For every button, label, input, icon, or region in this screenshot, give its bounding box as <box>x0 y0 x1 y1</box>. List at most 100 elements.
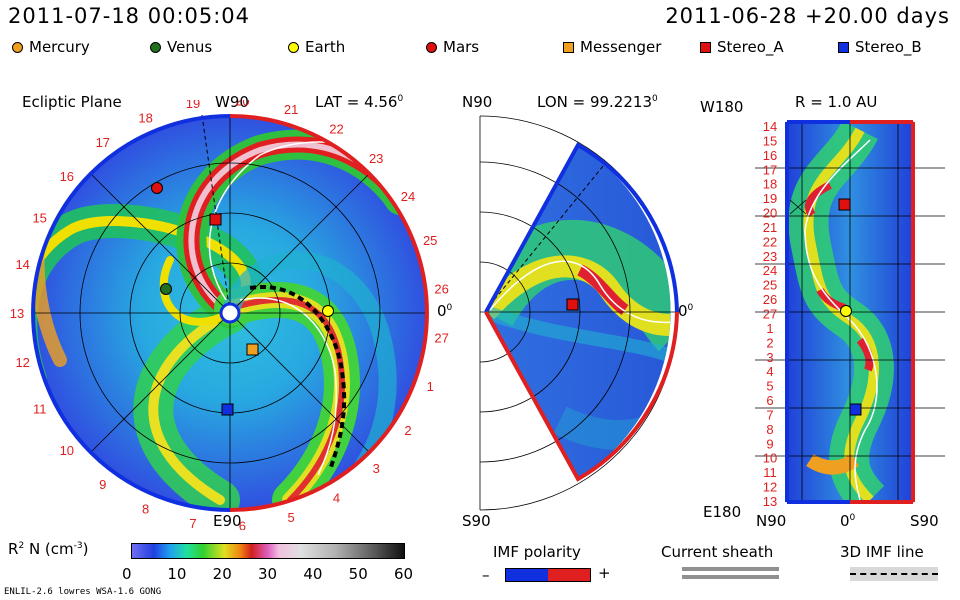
carrington-label: 5 <box>287 510 294 525</box>
current-time: 2011-07-18 00:05:04 <box>8 4 251 28</box>
colorbar-label: R2 N (cm-3) <box>8 540 89 558</box>
carrington-label: 23 <box>369 151 383 166</box>
carrington-label: 22 <box>329 122 343 137</box>
ecliptic-plane: 19 20212223242526271234567891011121314151… <box>10 100 449 530</box>
radial-row-label: 17 <box>763 162 777 177</box>
colorbar-tick-label: 0 <box>122 565 132 583</box>
radial-row-label: 2 <box>766 335 773 350</box>
carrington-label: 26 <box>434 281 448 296</box>
ecliptic-top-label: W90 <box>215 93 249 111</box>
radial-row-label: 26 <box>763 292 777 307</box>
stereo-b-marker-icon <box>221 403 234 416</box>
radial-zero: 00 <box>840 512 856 530</box>
radial-top-label: W180 <box>700 98 744 116</box>
radial-row-label: 6 <box>766 393 773 408</box>
carrington-label: 27 <box>434 331 448 346</box>
carrington-label: 12 <box>15 355 29 370</box>
imf-polarity-bar <box>505 568 591 582</box>
radial-row-label: 3 <box>766 350 773 365</box>
earth-marker-icon <box>288 41 299 53</box>
radial-row-label: 27 <box>763 307 777 322</box>
legend-stereo-b: Stereo_B <box>838 38 922 56</box>
carrington-label: 8 <box>142 502 149 517</box>
lat-readout: LAT = 4.560 <box>315 93 404 111</box>
carrington-label: 7 <box>189 516 196 530</box>
stereo-a-marker-icon <box>209 213 222 226</box>
mars-marker-icon <box>426 41 437 53</box>
colorbar-tick-label: 50 <box>348 565 368 583</box>
carrington-label: 6 <box>239 519 246 530</box>
stereo-b-marker-icon <box>849 403 862 416</box>
radial-row-label: 21 <box>763 220 777 235</box>
radial-n90: N90 <box>756 512 787 530</box>
run-info: 2011-06-28 +20.00 days <box>665 4 950 28</box>
colorbar-tick-label: 40 <box>303 565 323 583</box>
colorbar-tick-label: 30 <box>258 565 278 583</box>
carrington-label: 9 <box>99 477 106 492</box>
radial-row-label: 19 <box>763 191 777 206</box>
legend-venus: Venus <box>150 38 212 56</box>
venus-marker-icon <box>160 283 172 295</box>
carrington-label: 1 <box>427 379 434 394</box>
radial-row-label: 4 <box>766 364 773 379</box>
radial-row-label: 11 <box>763 465 777 480</box>
carrington-label: 11 <box>33 402 47 417</box>
carrington-label: 17 <box>96 135 110 150</box>
carrington-label: 15 <box>32 210 46 225</box>
carrington-label: 19 <box>186 100 200 111</box>
current-sheath-swatch <box>682 567 779 571</box>
carrington-label: 2 <box>404 423 411 438</box>
radial-row-label: 24 <box>763 263 777 278</box>
ecliptic-right-label: 00 <box>437 302 453 320</box>
earth-marker-icon <box>322 305 334 317</box>
stereo-a-marker-icon <box>700 41 711 53</box>
radial-row-label: 7 <box>766 408 773 423</box>
polarity-minus: – <box>482 566 490 584</box>
meridional-top-label: N90 <box>462 93 493 111</box>
earth-marker-icon <box>840 305 852 317</box>
mars-marker-icon <box>151 182 163 194</box>
carrington-label: 21 <box>284 102 298 117</box>
radial-row-label: 10 <box>763 451 777 466</box>
radial-row-label: 13 <box>763 494 777 509</box>
radial-row-label: 25 <box>763 278 777 293</box>
radial-row-label: 16 <box>763 148 777 163</box>
stereo-a-marker-icon <box>566 298 579 311</box>
radial-row-label: 8 <box>766 422 773 437</box>
body-legend: Mercury Venus Earth Mars Messenger Stere… <box>0 38 960 58</box>
radial-plane: 1415161718192021222324252627123456789101… <box>755 119 945 509</box>
radial-row-label: 5 <box>766 379 773 394</box>
carrington-labels: 19 20212223242526271234567891011121314151… <box>10 100 449 530</box>
radial-row-label: 14 <box>763 119 777 134</box>
colorbar-tick-label: 60 <box>394 565 414 583</box>
imf-polarity-label: IMF polarity <box>493 543 581 561</box>
imf-line-swatch <box>850 567 938 581</box>
carrington-label: 13 <box>10 306 24 321</box>
legend-messenger: Messenger <box>563 38 661 56</box>
current-sheath-label: Current sheath <box>661 543 774 561</box>
lon-readout: LON = 99.22130 <box>537 93 658 111</box>
meridional-right-label: 00 <box>678 302 694 320</box>
radial-row-label: 22 <box>763 234 777 249</box>
imf-line-label: 3D IMF line <box>840 543 924 561</box>
ecliptic-bottom-label: E90 <box>213 512 242 530</box>
radial-row-label: 1 <box>766 321 773 336</box>
stereo-b-marker-icon <box>838 41 849 53</box>
radial-row-label: 15 <box>763 133 777 148</box>
legend-mars: Mars <box>426 38 479 56</box>
mercury-marker-icon <box>12 41 23 53</box>
density-colorbar <box>131 543 405 559</box>
radial-bottom-label: E180 <box>703 503 742 521</box>
legend-earth: Earth <box>288 38 345 56</box>
radial-row-label: 20 <box>763 206 777 221</box>
carrington-label: 24 <box>401 189 415 204</box>
meridional-plane <box>479 115 679 511</box>
carrington-label: 10 <box>60 443 74 458</box>
radial-s90: S90 <box>910 512 939 530</box>
colorbar-tick-label: 10 <box>167 565 187 583</box>
colorbar-tick-label: 20 <box>212 565 232 583</box>
radial-row-label: 9 <box>766 436 773 451</box>
radial-row-label: 23 <box>763 249 777 264</box>
model-info: ENLIL-2.6 lowres WSA-1.6 GONG <box>4 587 162 597</box>
radial-row-label: 18 <box>763 177 777 192</box>
